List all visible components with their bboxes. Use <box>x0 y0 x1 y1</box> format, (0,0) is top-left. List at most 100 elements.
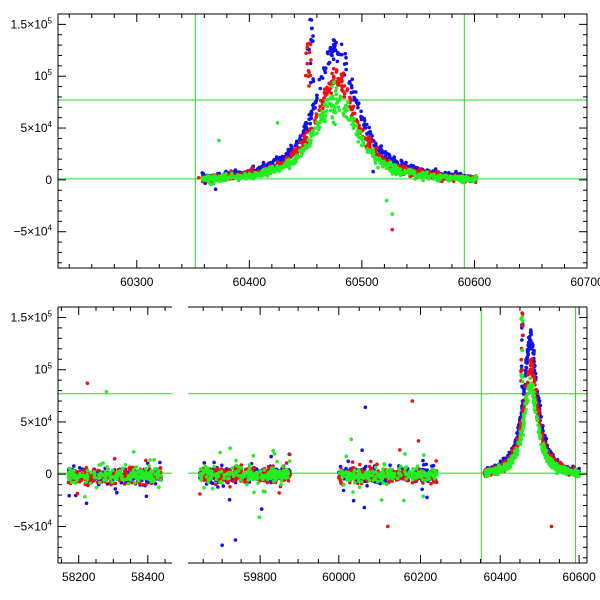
data-point <box>96 468 100 473</box>
data-point <box>346 100 350 105</box>
data-point <box>220 178 225 183</box>
data-point <box>373 465 378 470</box>
data-point <box>126 476 131 480</box>
data-point <box>333 48 338 52</box>
data-point <box>83 494 87 499</box>
data-point <box>224 172 228 176</box>
data-point <box>413 177 417 181</box>
data-point <box>231 474 236 479</box>
data-point <box>351 126 356 131</box>
data-point <box>421 481 425 485</box>
data-point <box>335 100 340 105</box>
data-point <box>393 163 398 168</box>
data-point <box>524 397 528 401</box>
series-points <box>196 41 478 232</box>
data-point <box>530 371 534 375</box>
x-tick-label: 60400 <box>233 275 267 289</box>
data-point <box>373 157 377 162</box>
data-point <box>67 466 72 471</box>
data-point <box>275 164 279 168</box>
data-point <box>471 179 476 183</box>
outlier-point <box>233 538 238 542</box>
data-point <box>251 477 255 482</box>
data-point <box>278 156 282 160</box>
data-point <box>356 477 361 482</box>
data-point <box>434 480 439 485</box>
data-point <box>461 179 466 184</box>
data-point <box>101 461 105 465</box>
data-point <box>407 167 411 172</box>
data-point <box>221 484 226 488</box>
data-point <box>367 478 372 483</box>
data-point <box>347 81 352 85</box>
data-point <box>275 459 279 464</box>
data-point <box>286 471 291 476</box>
data-point <box>77 466 82 470</box>
data-point <box>140 476 144 480</box>
data-point <box>328 108 333 113</box>
y-tick-label: 1.5×105 <box>11 16 53 31</box>
data-point <box>309 80 313 85</box>
outlier-point <box>217 138 221 143</box>
data-point <box>134 471 139 476</box>
data-point <box>240 475 245 480</box>
data-point <box>530 390 534 395</box>
data-point <box>416 174 420 178</box>
data-point <box>496 472 500 477</box>
data-point <box>289 151 294 156</box>
data-point <box>555 465 559 469</box>
data-point <box>261 173 265 178</box>
data-point <box>378 481 383 486</box>
data-point <box>321 106 325 111</box>
data-point <box>198 467 203 471</box>
data-point <box>266 477 270 482</box>
x-tick-label: 59800 <box>243 570 277 584</box>
data-point <box>352 117 357 121</box>
data-point <box>116 470 120 475</box>
data-point <box>136 478 141 483</box>
data-point <box>526 352 530 357</box>
data-point <box>521 423 526 428</box>
data-point <box>383 151 388 156</box>
data-point <box>331 120 336 125</box>
x-tick-label: 60600 <box>458 275 492 289</box>
data-point <box>127 466 131 471</box>
data-point <box>123 470 127 475</box>
data-point <box>314 120 319 124</box>
data-point <box>331 74 336 79</box>
data-point <box>206 466 210 470</box>
data-point <box>540 446 544 451</box>
data-point <box>303 142 308 147</box>
data-point <box>369 140 374 144</box>
data-point <box>134 465 139 469</box>
data-point <box>289 143 293 148</box>
data-point <box>210 486 215 491</box>
data-point <box>365 122 369 127</box>
data-point <box>340 84 344 88</box>
outlier-point <box>384 198 389 203</box>
data-point <box>521 333 525 338</box>
data-point <box>375 146 379 150</box>
data-point <box>371 478 376 482</box>
data-point <box>251 453 256 458</box>
data-point <box>529 363 533 367</box>
data-point <box>343 51 348 56</box>
data-point <box>357 467 361 472</box>
data-point <box>271 469 276 474</box>
data-point <box>521 413 526 418</box>
series-points <box>200 80 479 216</box>
data-point <box>523 384 528 389</box>
data-point <box>574 467 578 472</box>
data-point <box>307 84 311 88</box>
data-point <box>339 481 344 486</box>
data-point <box>538 433 542 437</box>
data-point <box>272 452 277 456</box>
data-point <box>314 112 319 116</box>
data-point <box>422 453 426 457</box>
data-point <box>250 165 254 170</box>
data-point <box>402 498 406 503</box>
data-point <box>307 70 311 75</box>
data-point <box>411 467 415 471</box>
data-point <box>105 467 110 472</box>
data-point <box>212 465 217 469</box>
